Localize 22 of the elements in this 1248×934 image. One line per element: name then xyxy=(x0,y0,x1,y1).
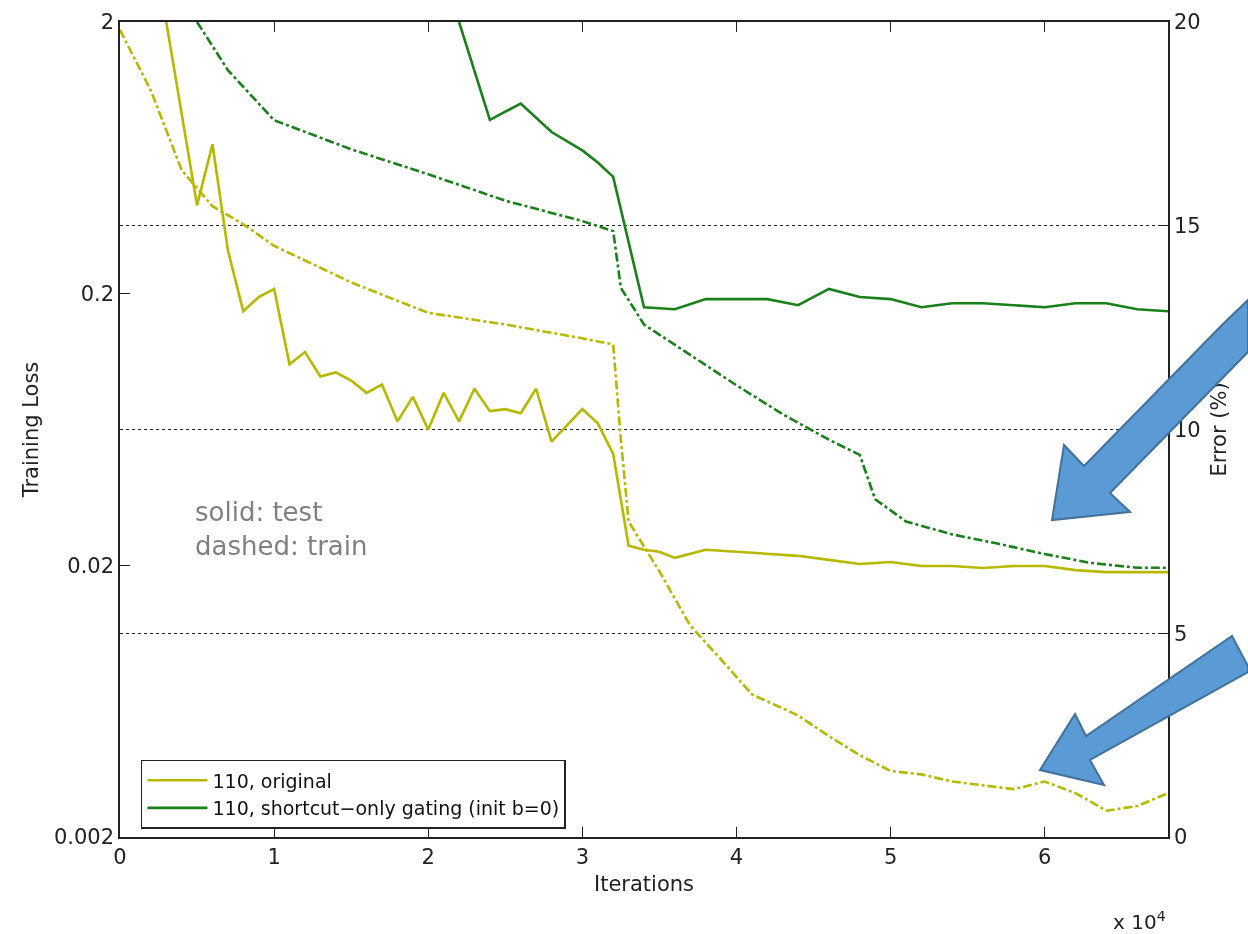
x-tick-label: 6 xyxy=(1038,844,1052,869)
annotation: solid: test dashed: train xyxy=(195,497,368,561)
x-tick-label: 0 xyxy=(113,844,127,869)
y2-tick-label: 15 xyxy=(1173,214,1201,239)
x-axis-title: Iterations xyxy=(593,871,695,896)
legend-label: 110, original xyxy=(212,769,332,792)
x-tick-label: 5 xyxy=(883,844,898,869)
y-tick-label: 0.002 xyxy=(53,825,115,850)
line-series xyxy=(457,22,1168,313)
legend-label: 110, shortcut−only gating (init b=0) xyxy=(212,797,560,820)
x-tick-label: 2 xyxy=(421,844,435,869)
y2-tick-label: 0 xyxy=(1173,825,1188,850)
x-tick-label: 1 xyxy=(267,844,281,869)
y-tick-label: 2 xyxy=(100,10,115,35)
y-tick-label: 0.02 xyxy=(67,553,115,578)
y2-tick-label: 5 xyxy=(1173,621,1188,646)
y2-tick-label: 20 xyxy=(1173,10,1201,35)
text: x 10$^{4}$ xyxy=(1113,908,1166,934)
x-tick-label: 3 xyxy=(575,844,590,869)
x-tick-label: 4 xyxy=(729,844,744,869)
y-axis-title: Training Loss xyxy=(18,361,43,499)
y-tick-label: 0.2 xyxy=(80,282,115,307)
